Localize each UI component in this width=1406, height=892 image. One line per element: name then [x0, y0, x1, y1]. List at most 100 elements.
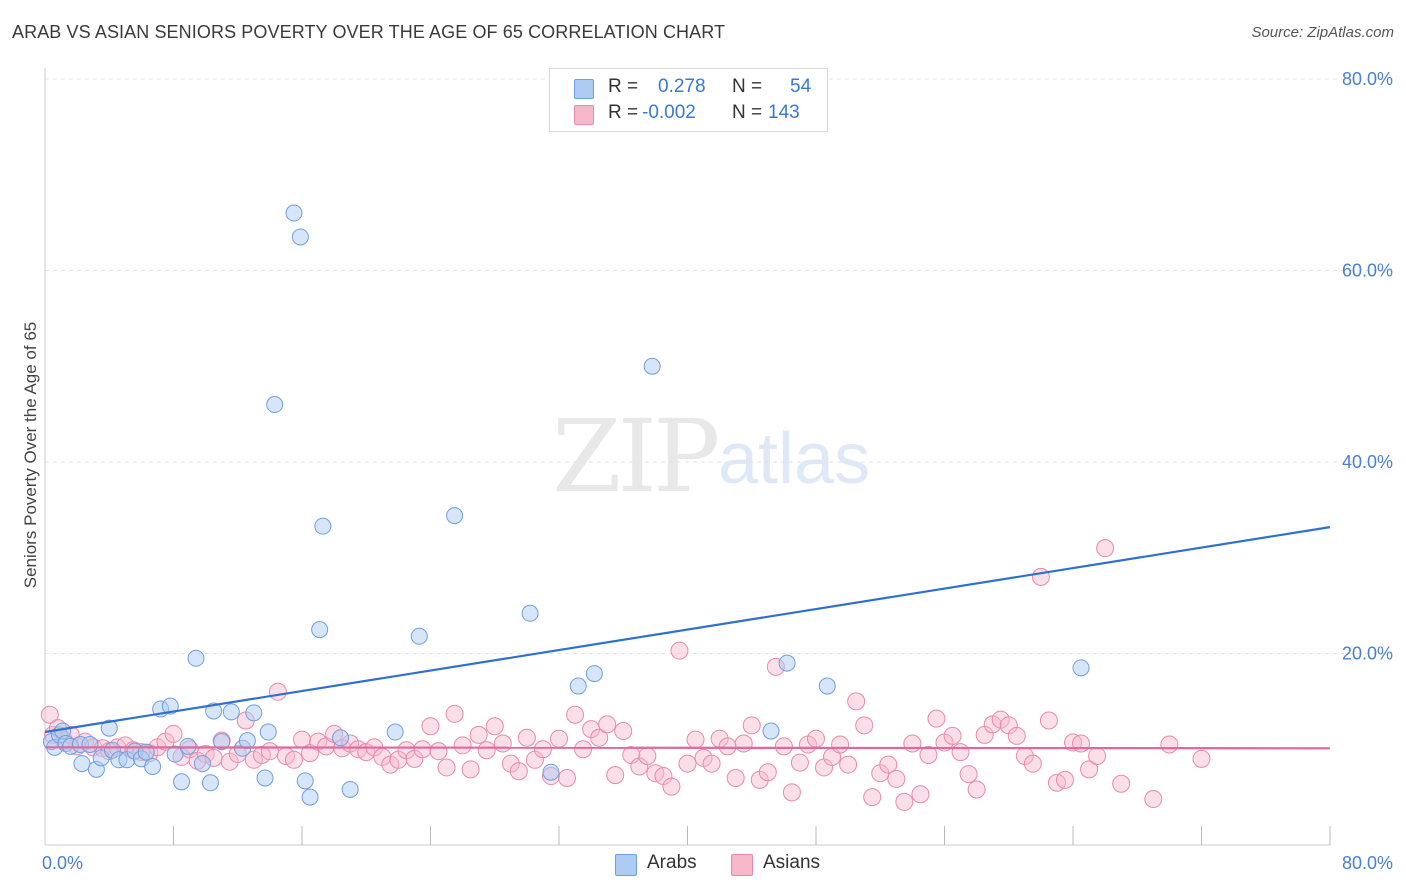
gridlines: [45, 78, 1392, 654]
bottom-legend-label-arabs: Arabs: [647, 852, 697, 873]
arabs-point: [1072, 659, 1090, 677]
asians-point: [453, 736, 472, 755]
n-value-arabs: 54: [790, 76, 812, 97]
asians-point: [726, 768, 745, 787]
arabs-point: [201, 774, 219, 792]
arabs-point: [166, 745, 184, 763]
asians-point: [421, 717, 440, 736]
asians-point: [678, 754, 697, 773]
asians-point: [485, 717, 504, 736]
asians-point: [566, 705, 585, 724]
arabs-point: [256, 769, 274, 787]
arabs-point: [818, 677, 836, 695]
asians-point: [702, 754, 721, 773]
asians-point: [284, 750, 303, 769]
asians-point: [1039, 711, 1058, 730]
asians-point: [1160, 735, 1179, 754]
x-tick-label: 80.0%: [1342, 853, 1393, 873]
chart-title: ARAB VS ASIAN SENIORS POVERTY OVER THE A…: [12, 22, 726, 42]
asians-point: [461, 760, 480, 779]
asians-point: [469, 725, 488, 744]
asians-point: [1088, 746, 1107, 765]
asians-point: [268, 682, 287, 701]
asians-point: [782, 783, 801, 802]
asians-point: [1144, 790, 1163, 809]
arabs-point: [81, 735, 99, 753]
arabs-point: [762, 722, 780, 740]
asians-point: [1192, 749, 1211, 768]
asians-point: [959, 765, 978, 784]
n-label: N =: [732, 76, 763, 97]
asians-point: [477, 741, 496, 760]
asians-point: [574, 740, 593, 759]
source-credit: Source: ZipAtlas.com: [1251, 24, 1394, 41]
arabs-point: [285, 204, 303, 222]
asians-point: [1112, 774, 1131, 793]
asians-point: [1023, 754, 1042, 773]
arabs-point: [238, 732, 256, 750]
bottom-swatch-asians: [731, 854, 753, 876]
arabs-point: [332, 729, 350, 747]
r-label: R =: [608, 102, 639, 123]
y-axis-label: Seniors Poverty Over the Age of 65: [21, 322, 40, 588]
arabs-point: [778, 654, 796, 672]
asians-point: [807, 729, 825, 748]
r-value-arabs: 0.278: [658, 76, 706, 97]
asians-point: [493, 734, 512, 753]
asians-point: [445, 704, 464, 723]
asians-point: [638, 746, 657, 765]
arabs-point: [259, 723, 277, 741]
stats-legend: R = 0.278 N = 54 R = -0.002 N = 143: [549, 68, 828, 132]
asians-point: [598, 715, 617, 734]
arabs-point: [311, 621, 329, 639]
asians-point: [429, 742, 448, 761]
asians-point: [164, 724, 183, 743]
arabs-point: [386, 723, 404, 741]
y-tick-label: 80.0%: [1342, 69, 1393, 89]
asians-point: [903, 734, 922, 753]
x-tick-label: 0.0%: [42, 853, 83, 873]
asians-point: [606, 766, 625, 785]
arabs-point: [569, 677, 587, 695]
y-tick-label: 40.0%: [1342, 452, 1393, 472]
arabs-point: [205, 702, 223, 720]
asians-point: [943, 726, 962, 745]
asians-point: [919, 745, 938, 764]
arabs-point: [585, 665, 603, 683]
asians-point: [413, 740, 432, 759]
asians-point: [790, 753, 809, 772]
watermark-atlas: atlas: [718, 419, 871, 499]
arabs-point: [314, 517, 332, 535]
series-arabs: [42, 204, 1090, 806]
arabs-point: [245, 704, 263, 722]
asians-point: [590, 728, 609, 747]
asians-point: [260, 742, 279, 761]
asians-point: [855, 716, 874, 735]
arabs-point: [410, 627, 428, 645]
asians-point: [863, 788, 882, 807]
axes: [44, 68, 1331, 846]
n-value-asians: 143: [768, 102, 800, 123]
asians-point: [1007, 726, 1026, 745]
asians-point: [758, 763, 777, 782]
arabs-point: [266, 396, 284, 414]
asians-point: [911, 785, 930, 804]
asians-point: [774, 737, 793, 756]
asians-point: [509, 762, 528, 781]
asians-point: [847, 692, 866, 711]
asians-point: [734, 734, 753, 753]
asians-point: [951, 743, 970, 762]
arabs-point: [521, 604, 539, 622]
asians-point: [686, 730, 705, 749]
asians-point: [742, 716, 761, 735]
y-tick-label: 20.0%: [1342, 644, 1393, 664]
legend-swatch-asians: [574, 105, 594, 125]
arabs-point: [341, 780, 359, 798]
arabs-point: [643, 357, 661, 375]
arabs-point: [161, 697, 179, 715]
asians-point: [887, 769, 906, 788]
asians-point: [550, 729, 568, 748]
arabs-point: [291, 228, 309, 246]
asians-point: [967, 780, 986, 799]
